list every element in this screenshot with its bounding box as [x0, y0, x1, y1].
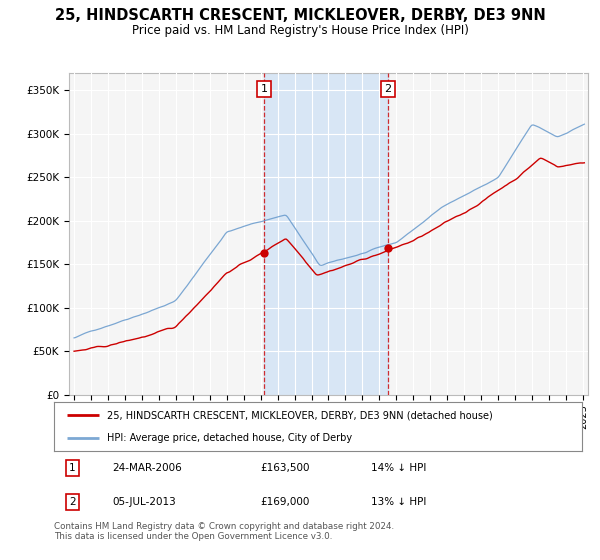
- Text: 24-MAR-2006: 24-MAR-2006: [112, 463, 182, 473]
- Bar: [264, 73, 388, 395]
- Text: 2: 2: [385, 84, 391, 94]
- Text: £169,000: £169,000: [260, 497, 309, 507]
- Text: HPI: Average price, detached house, City of Derby: HPI: Average price, detached house, City…: [107, 433, 352, 444]
- Text: 1: 1: [260, 84, 268, 94]
- Text: 13% ↓ HPI: 13% ↓ HPI: [371, 497, 426, 507]
- Text: 25, HINDSCARTH CRESCENT, MICKLEOVER, DERBY, DE3 9NN (detached house): 25, HINDSCARTH CRESCENT, MICKLEOVER, DER…: [107, 410, 493, 421]
- Text: 2: 2: [69, 497, 76, 507]
- Text: £163,500: £163,500: [260, 463, 310, 473]
- Text: 25, HINDSCARTH CRESCENT, MICKLEOVER, DERBY, DE3 9NN: 25, HINDSCARTH CRESCENT, MICKLEOVER, DER…: [55, 8, 545, 24]
- Text: 05-JUL-2013: 05-JUL-2013: [112, 497, 176, 507]
- Text: 14% ↓ HPI: 14% ↓ HPI: [371, 463, 426, 473]
- Text: Price paid vs. HM Land Registry's House Price Index (HPI): Price paid vs. HM Land Registry's House …: [131, 24, 469, 37]
- Text: Contains HM Land Registry data © Crown copyright and database right 2024.
This d: Contains HM Land Registry data © Crown c…: [54, 522, 394, 542]
- Text: 1: 1: [69, 463, 76, 473]
